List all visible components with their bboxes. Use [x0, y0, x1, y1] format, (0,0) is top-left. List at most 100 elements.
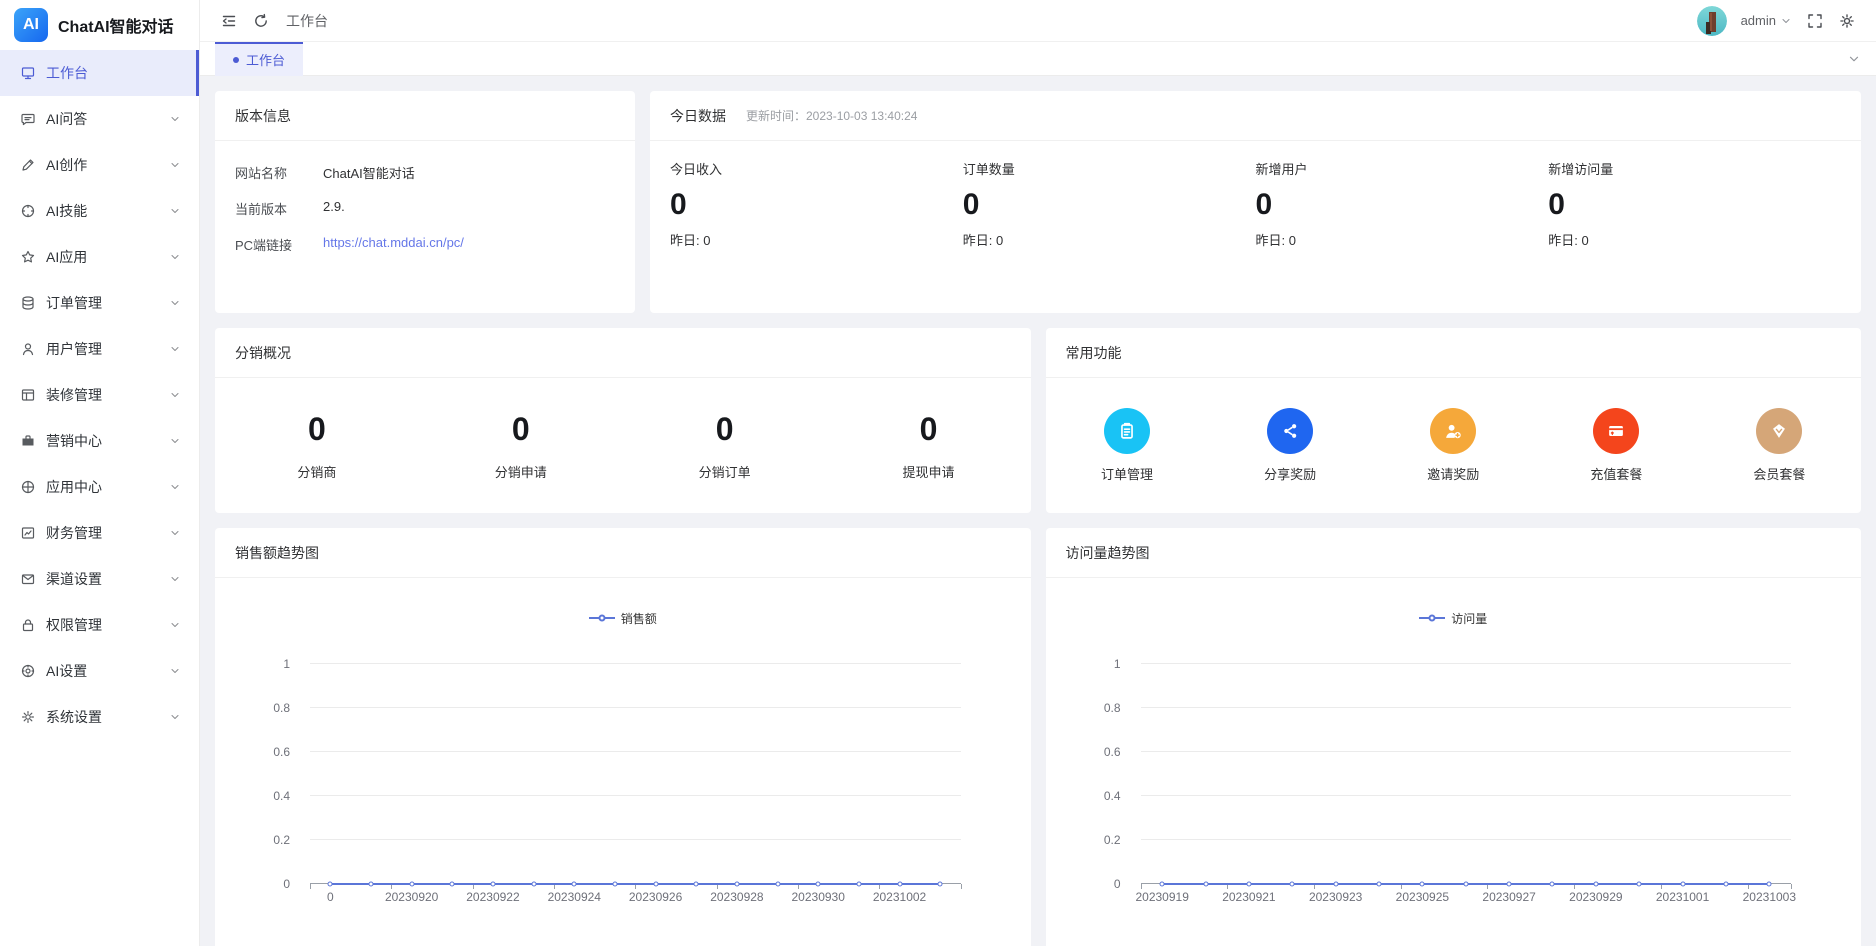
- gridline: [310, 751, 961, 752]
- quick-item-member-package[interactable]: 会员套餐: [1698, 408, 1861, 483]
- sidebar-item-0[interactable]: 工作台: [0, 50, 199, 96]
- today-card-body: 今日收入 0 昨日: 0 订单数量 0 昨日: 0 新增用户 0 昨日:: [650, 141, 1861, 313]
- data-point-marker: [1766, 881, 1772, 887]
- visits-chart-title: 访问量趋势图: [1065, 544, 1150, 561]
- stat-sub: 昨日: 0: [670, 233, 711, 248]
- x-tick-mark: [391, 884, 393, 889]
- dist-label: 分销订单: [698, 464, 751, 480]
- quick-label: 邀请奖励: [1427, 467, 1480, 482]
- avatar[interactable]: [1696, 5, 1727, 36]
- sidebar-item-label: 订单管理: [46, 295, 102, 311]
- sidebar-item-5[interactable]: 订单管理: [0, 280, 199, 326]
- sidebar-item-label: 财务管理: [46, 525, 102, 541]
- data-point-marker: [449, 881, 455, 887]
- x-tick-label: 20230925: [1395, 890, 1450, 904]
- sidebar-item-label: 系统设置: [46, 709, 102, 725]
- sales-chart-plot: 0 0.2 0.4 0.6 0.8 1: [273, 657, 962, 891]
- sidebar-item-label: AI创作: [46, 157, 88, 173]
- mail-icon: [20, 571, 36, 587]
- x-tick-mark: [635, 884, 637, 889]
- chevron-down-icon: [169, 527, 181, 539]
- stat-order-count: 订单数量 0 昨日: 0: [963, 159, 1256, 313]
- quick-item-invite-reward[interactable]: 邀请奖励: [1372, 408, 1535, 483]
- tab-workbench[interactable]: 工作台: [215, 41, 304, 76]
- y-tick-label: 0.4: [1103, 789, 1121, 803]
- row-charts: 销售额趋势图 销售额 0 0.2 0.4 0.6 0.8 1 0 20230920 20230…: [215, 528, 1861, 946]
- sidebar-item-8[interactable]: 营销中心: [0, 418, 199, 464]
- current-version-value: 2.9.: [323, 199, 345, 214]
- user-menu[interactable]: admin: [1741, 13, 1792, 28]
- legend-item[interactable]: 销售额: [588, 608, 657, 628]
- settings-gear-icon[interactable]: [1838, 12, 1856, 30]
- sidebar-item-label: 应用中心: [46, 479, 102, 495]
- x-tick-mark: [1400, 884, 1402, 889]
- quick-item-share-reward[interactable]: 分享奖励: [1209, 408, 1372, 483]
- collapse-sidebar-icon[interactable]: [220, 12, 238, 30]
- sidebar-item-10[interactable]: 财务管理: [0, 510, 199, 556]
- sidebar-item-6[interactable]: 用户管理: [0, 326, 199, 372]
- quick-item-recharge-package[interactable]: 充值套餐: [1535, 408, 1698, 483]
- sidebar-item-3[interactable]: AI技能: [0, 188, 199, 234]
- sidebar-item-13[interactable]: AI设置: [0, 648, 199, 694]
- tabbar-dropdown-icon[interactable]: [1847, 52, 1861, 66]
- quick-label: 订单管理: [1101, 467, 1154, 482]
- visits-chart-header: 访问量趋势图: [1045, 528, 1861, 578]
- x-tick-label: 20230923: [1308, 890, 1363, 904]
- chevron-down-icon: [169, 343, 181, 355]
- header-right: admin: [1696, 5, 1856, 36]
- quick-card-title: 常用功能: [1065, 344, 1122, 361]
- sidebar-item-2[interactable]: AI创作: [0, 142, 199, 188]
- y-tick-label: 0.4: [273, 789, 290, 803]
- distribution-overview-card: 分销概况 0 分销商 0 分销申请 0 分销订单: [215, 328, 1031, 513]
- stat-new-visits: 新增访问量 0 昨日: 0: [1548, 159, 1841, 313]
- database-icon: [20, 295, 36, 311]
- vip-diamond-icon: [1756, 408, 1803, 454]
- data-point-marker: [815, 881, 821, 887]
- y-tick-label: 0: [283, 877, 290, 891]
- compass-icon: [20, 203, 36, 219]
- chevron-down-icon: [169, 389, 181, 401]
- fullscreen-icon[interactable]: [1806, 12, 1824, 30]
- visits-chart-plot: 0 0.2 0.4 0.6 0.8 1: [1104, 657, 1792, 891]
- sidebar-item-1[interactable]: AI问答: [0, 96, 199, 142]
- x-tick-mark: [1574, 884, 1576, 889]
- stat-new-users: 新增用户 0 昨日: 0: [1256, 159, 1549, 313]
- sidebar-menu: 工作台 AI问答 AI创作 AI技能 AI应用订单管理用户管理 装修管理 营销中心应用中心财…: [0, 50, 199, 740]
- monitor-icon: [20, 65, 36, 81]
- site-name-value: ChatAI智能对话: [323, 166, 415, 181]
- tab-active-dot: [233, 56, 239, 63]
- data-point-marker: [897, 881, 903, 887]
- sidebar-item-12[interactable]: 权限管理: [0, 602, 199, 648]
- sidebar-item-9[interactable]: 应用中心: [0, 464, 199, 510]
- sidebar-item-7[interactable]: 装修管理: [0, 372, 199, 418]
- row-version-today: 版本信息 网站名称 ChatAI智能对话 当前版本 2.9. PC端链接: [215, 91, 1861, 313]
- star-icon: [20, 249, 36, 265]
- sidebar-item-4[interactable]: AI应用: [0, 234, 199, 280]
- sales-chart-legend-row: 销售额: [215, 608, 1031, 628]
- legend-item[interactable]: 访问量: [1419, 608, 1487, 628]
- y-axis: 0 0.2 0.4 0.6 0.8 1: [1079, 657, 1131, 891]
- y-tick-label: 0: [1113, 877, 1121, 891]
- legend-dot-marker: [598, 614, 606, 622]
- data-point-marker: [1333, 881, 1339, 887]
- data-point-marker: [531, 881, 537, 887]
- pencil-icon: [20, 157, 36, 173]
- x-tick-mark: [1313, 884, 1315, 889]
- sidebar-item-14[interactable]: 系统设置: [0, 694, 199, 740]
- clipboard-icon: [1104, 408, 1151, 454]
- data-point-marker: [368, 881, 374, 887]
- gridline: [1140, 707, 1791, 708]
- data-point-marker: [1549, 881, 1555, 887]
- username-text: admin: [1740, 13, 1776, 28]
- dist-value: 0: [715, 410, 734, 447]
- quick-item-order-manage[interactable]: 订单管理: [1046, 408, 1209, 483]
- refresh-icon[interactable]: [252, 12, 270, 30]
- legend-dot-marker: [1428, 614, 1436, 622]
- app-title: ChatAI智能对话: [58, 19, 174, 36]
- chevron-down-icon: [1780, 15, 1792, 27]
- pc-link-url[interactable]: https://chat.mddai.cn/pc/: [323, 235, 464, 250]
- target-icon: [20, 663, 36, 679]
- sidebar-item-11[interactable]: 渠道设置: [0, 556, 199, 602]
- stat-label: 订单数量: [962, 162, 1015, 177]
- y-tick-label: 1: [283, 657, 290, 671]
